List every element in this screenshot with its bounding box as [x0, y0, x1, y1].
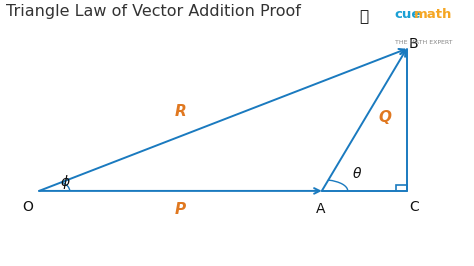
Text: 🚀: 🚀 — [359, 9, 369, 24]
Text: C: C — [409, 200, 419, 214]
Text: A: A — [316, 202, 326, 216]
Text: $\theta$: $\theta$ — [352, 166, 362, 181]
Text: B: B — [409, 36, 419, 51]
Text: P: P — [175, 202, 186, 217]
Text: Q: Q — [379, 110, 392, 125]
Text: math: math — [414, 8, 452, 21]
Text: $\phi$: $\phi$ — [60, 173, 70, 191]
Text: cue: cue — [395, 8, 421, 21]
Text: O: O — [22, 200, 33, 214]
Text: THE MATH EXPERT: THE MATH EXPERT — [395, 40, 452, 45]
Text: Triangle Law of Vector Addition Proof: Triangle Law of Vector Addition Proof — [6, 4, 301, 19]
Text: R: R — [174, 105, 186, 119]
